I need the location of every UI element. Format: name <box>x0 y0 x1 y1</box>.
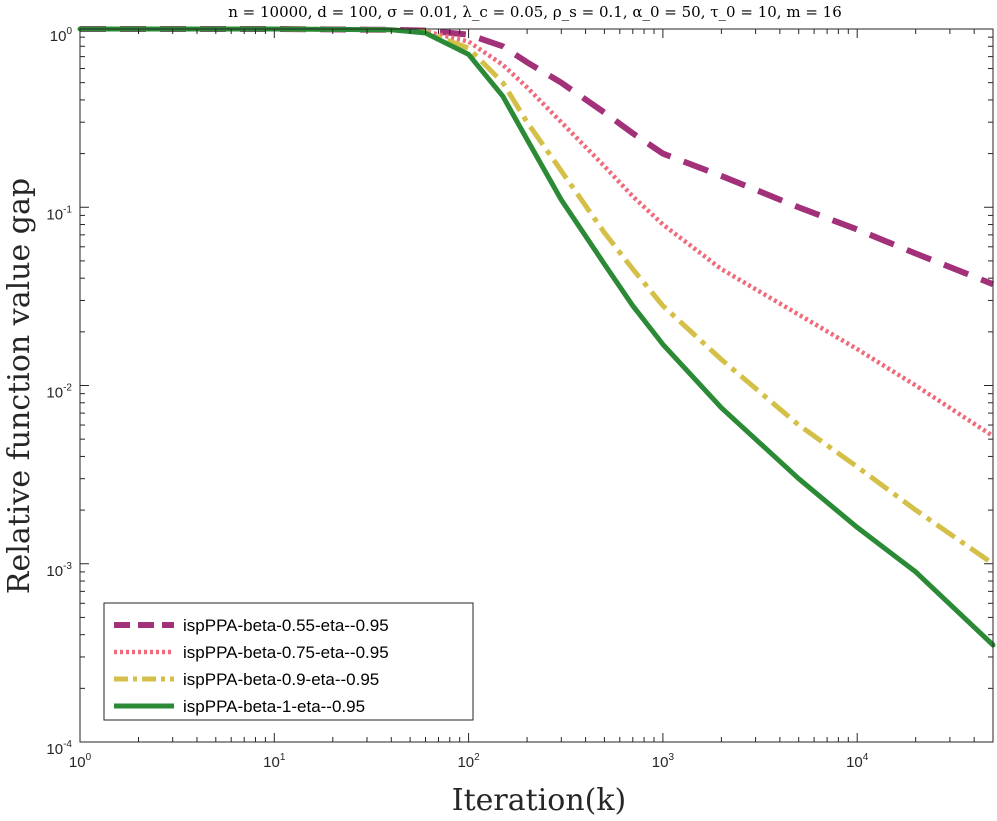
legend-label-2: ispPPA-beta-0.75-eta--0.95 <box>183 643 389 662</box>
x-axis-title: Iteration(k) <box>452 783 627 818</box>
legend-label-3: ispPPA-beta-0.9-eta--0.95 <box>183 670 379 689</box>
x-tick-label: 104 <box>846 752 869 771</box>
tick-layer: 100 101 102 103 104 100 10-1 10-2 10-3 10-4 <box>46 26 993 771</box>
series-line-4 <box>77 26 996 648</box>
chart-title: n = 10000, d = 100, σ = 0.01, λ_c = 0.05… <box>228 3 842 21</box>
x-tick-label: 102 <box>457 752 480 771</box>
y-tick-label: 10-2 <box>46 383 72 402</box>
legend-label-4: ispPPA-beta-1-eta--0.95 <box>183 697 365 716</box>
series-line-2 <box>80 26 995 438</box>
x-tick-label: 101 <box>263 752 286 771</box>
legend: ispPPA-beta-0.55-eta--0.95 ispPPA-beta-0.… <box>103 602 474 721</box>
y-tick-label: 10-3 <box>46 561 72 580</box>
x-tick-label: 100 <box>69 752 92 771</box>
y-tick-label: 10-4 <box>46 739 72 758</box>
y-tick-label: 100 <box>50 26 73 45</box>
series-layer <box>77 26 996 648</box>
x-tick-label: 103 <box>652 752 675 771</box>
y-axis-title: Relative function value gap <box>2 178 37 594</box>
legend-label-1: ispPPA-beta-0.55-eta--0.95 <box>183 616 389 635</box>
y-tick-label: 10-1 <box>46 204 72 223</box>
